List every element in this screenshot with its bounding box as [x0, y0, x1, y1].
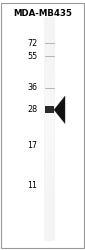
Bar	[45, 47, 54, 54]
Polygon shape	[54, 96, 65, 124]
Bar	[45, 62, 54, 70]
Bar	[45, 76, 54, 84]
Bar	[45, 225, 54, 232]
Bar	[45, 188, 54, 196]
Bar	[45, 121, 54, 129]
Bar	[45, 203, 54, 210]
Text: 72: 72	[27, 38, 37, 48]
Bar	[45, 218, 54, 225]
FancyBboxPatch shape	[1, 2, 84, 248]
Bar	[45, 195, 54, 203]
Bar	[45, 84, 54, 92]
Bar	[45, 180, 54, 188]
Bar	[45, 143, 54, 151]
Text: 11: 11	[27, 181, 37, 190]
Bar	[45, 25, 54, 32]
Text: MDA-MB435: MDA-MB435	[13, 9, 72, 18]
Bar	[45, 128, 54, 136]
Bar	[45, 158, 54, 166]
Bar	[45, 151, 54, 158]
Bar	[45, 106, 54, 114]
Bar	[45, 114, 54, 121]
Text: 28: 28	[27, 105, 37, 114]
Bar	[45, 106, 54, 114]
Bar	[45, 173, 54, 181]
Bar	[45, 166, 54, 173]
Bar	[45, 18, 54, 240]
Bar	[45, 32, 54, 40]
Bar	[45, 92, 54, 99]
Bar	[45, 99, 54, 106]
Bar	[45, 232, 54, 240]
Bar	[45, 210, 54, 218]
Text: 36: 36	[27, 83, 37, 92]
Text: 17: 17	[27, 141, 37, 150]
Bar	[45, 17, 54, 25]
Bar	[45, 40, 54, 47]
Bar	[45, 69, 54, 77]
Bar	[45, 136, 54, 143]
Bar	[45, 54, 54, 62]
Text: 55: 55	[27, 52, 37, 61]
